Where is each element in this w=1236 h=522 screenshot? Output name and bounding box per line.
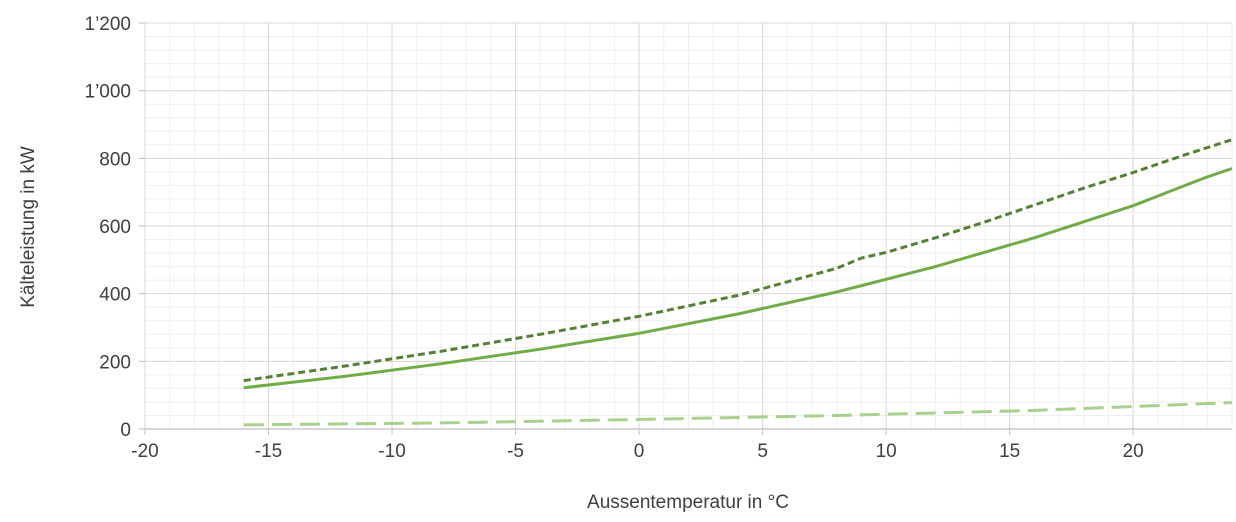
y-tick-label: 200	[99, 352, 131, 373]
axes	[139, 22, 1232, 435]
y-axis-title: Kälteleistung in kW	[18, 146, 39, 308]
y-tick-labels: 0 200 400 600 800 1’000 1’200	[85, 14, 132, 441]
x-tick-labels: -20 -15 -10 -5 0 5 10 15 20	[131, 441, 1143, 462]
x-tick-label: -15	[255, 441, 282, 462]
y-tick-label: 1’200	[85, 14, 132, 35]
x-tick-label: -10	[378, 441, 405, 462]
x-axis-title: Aussentemperatur in °C	[587, 492, 789, 513]
series-layer	[243, 138, 1233, 427]
x-tick-label: -5	[507, 441, 524, 462]
y-tick-label: 1’000	[85, 82, 132, 103]
y-tick-label: 600	[99, 217, 131, 238]
series-line-3	[243, 401, 1233, 427]
x-tick-label: 0	[634, 441, 645, 462]
x-tick-label: 10	[876, 441, 897, 462]
series-line-1	[243, 138, 1233, 383]
y-tick-label: 400	[99, 285, 131, 306]
series-line-2	[243, 167, 1233, 390]
y-tick-label: 0	[120, 420, 131, 441]
x-tick-label: 5	[757, 441, 768, 462]
x-tick-label: 15	[999, 441, 1020, 462]
x-tick-label: 20	[1123, 441, 1144, 462]
y-tick-label: 800	[99, 149, 131, 170]
x-tick-label: -20	[131, 441, 158, 462]
